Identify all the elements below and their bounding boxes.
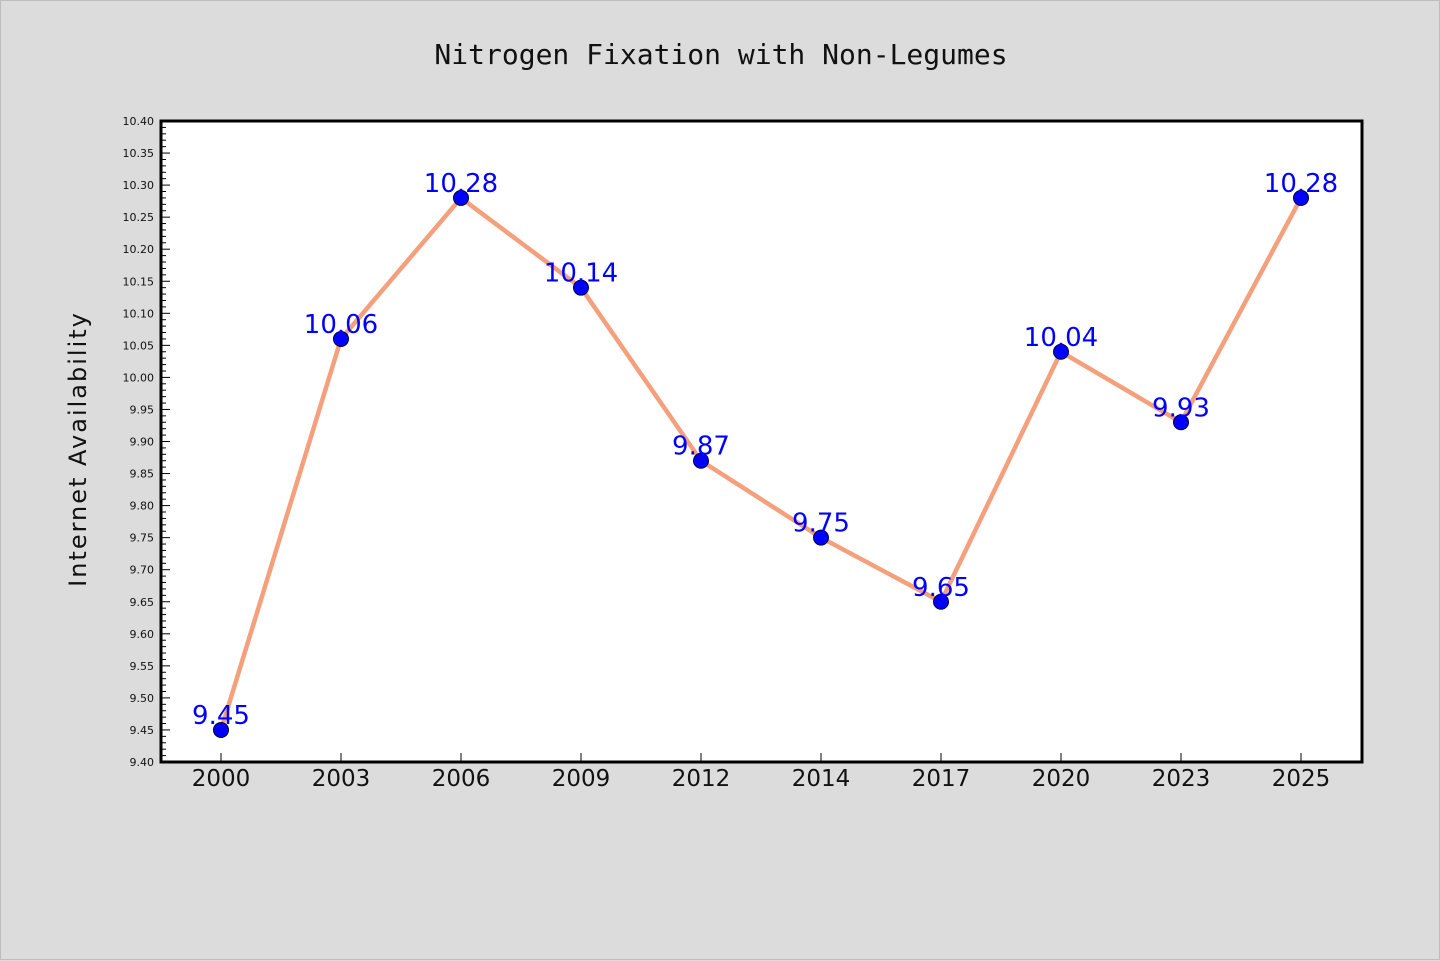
y-tick-label: 9.40 bbox=[130, 756, 155, 769]
data-label: 10.04 bbox=[1024, 323, 1098, 353]
chart-title: Nitrogen Fixation with Non-Legumes bbox=[434, 38, 1007, 71]
x-tick-label: 2017 bbox=[912, 766, 971, 792]
y-tick-label: 9.55 bbox=[130, 660, 155, 673]
x-tick-label: 2025 bbox=[1272, 766, 1331, 792]
x-tick-label: 2012 bbox=[672, 766, 731, 792]
data-label: 9.65 bbox=[912, 573, 970, 603]
y-axis-label: Internet Availability bbox=[64, 311, 92, 587]
y-tick-label: 9.60 bbox=[130, 628, 155, 641]
y-tick-label: 10.40 bbox=[123, 115, 155, 128]
data-label: 10.06 bbox=[304, 310, 378, 340]
plot-area bbox=[159, 119, 1364, 764]
x-tick-label: 2023 bbox=[1152, 766, 1211, 792]
series-layer bbox=[213, 189, 1309, 738]
data-label: 9.93 bbox=[1152, 393, 1210, 423]
y-tick-label: 10.10 bbox=[123, 307, 155, 320]
data-point-marker bbox=[213, 721, 229, 738]
x-tick-label: 2014 bbox=[792, 766, 851, 792]
y-tick-label: 10.15 bbox=[123, 275, 155, 288]
data-point-marker bbox=[1293, 189, 1309, 206]
y-tick-label: 9.50 bbox=[130, 692, 155, 705]
series-line bbox=[218, 195, 1303, 731]
data-labels-layer: 9.45 10.06 10.28 10.14 9.87 9.75 9.65 10.04 9.93… bbox=[192, 169, 1338, 731]
data-label: 10.14 bbox=[544, 259, 618, 289]
y-tick-label: 9.70 bbox=[130, 564, 155, 577]
x-tick-label: 2006 bbox=[432, 766, 491, 792]
y-tick-label: 10.25 bbox=[123, 211, 155, 224]
data-point-marker bbox=[933, 593, 949, 610]
data-point-marker bbox=[333, 330, 349, 347]
data-label: 9.45 bbox=[192, 701, 250, 731]
data-label: 10.28 bbox=[424, 169, 498, 199]
y-tick-label: 9.90 bbox=[130, 436, 155, 449]
y-tick-label: 9.80 bbox=[130, 500, 155, 513]
x-tick-label: 2020 bbox=[1032, 766, 1091, 792]
y-tick-label: 10.35 bbox=[123, 147, 155, 160]
data-label: 9.87 bbox=[672, 432, 730, 462]
data-point-marker bbox=[813, 529, 829, 546]
y-tick-label: 10.20 bbox=[123, 243, 155, 256]
y-tick-label: 9.45 bbox=[130, 724, 155, 737]
data-point-marker bbox=[1053, 343, 1069, 360]
y-tick-label: 10.00 bbox=[123, 371, 155, 384]
y-tick-label: 9.65 bbox=[130, 596, 155, 609]
x-tick-label: 2009 bbox=[552, 766, 611, 792]
data-point-marker bbox=[1173, 414, 1189, 431]
y-tick-label: 9.95 bbox=[130, 403, 155, 416]
y-tick-label: 9.75 bbox=[130, 532, 155, 545]
data-label: 10.28 bbox=[1264, 169, 1338, 199]
x-tick-label: 2000 bbox=[192, 766, 251, 792]
y-tick-label: 10.30 bbox=[123, 179, 155, 192]
data-point-marker bbox=[693, 452, 709, 469]
data-point-marker bbox=[453, 189, 469, 206]
data-point-marker bbox=[573, 279, 589, 296]
y-axis-ticks: 9.40 9.45 9.50 9.55 9.60 9.65 9.70 9.75 9.80 9.85… bbox=[123, 115, 170, 769]
x-axis-ticks: 2000 2003 2006 2009 2012 2014 2017 2020 2023 2025 bbox=[192, 753, 1331, 792]
x-tick-label: 2003 bbox=[312, 766, 371, 792]
y-tick-label: 10.05 bbox=[123, 339, 155, 352]
y-tick-label: 9.85 bbox=[130, 468, 155, 481]
data-label: 9.75 bbox=[792, 509, 850, 539]
